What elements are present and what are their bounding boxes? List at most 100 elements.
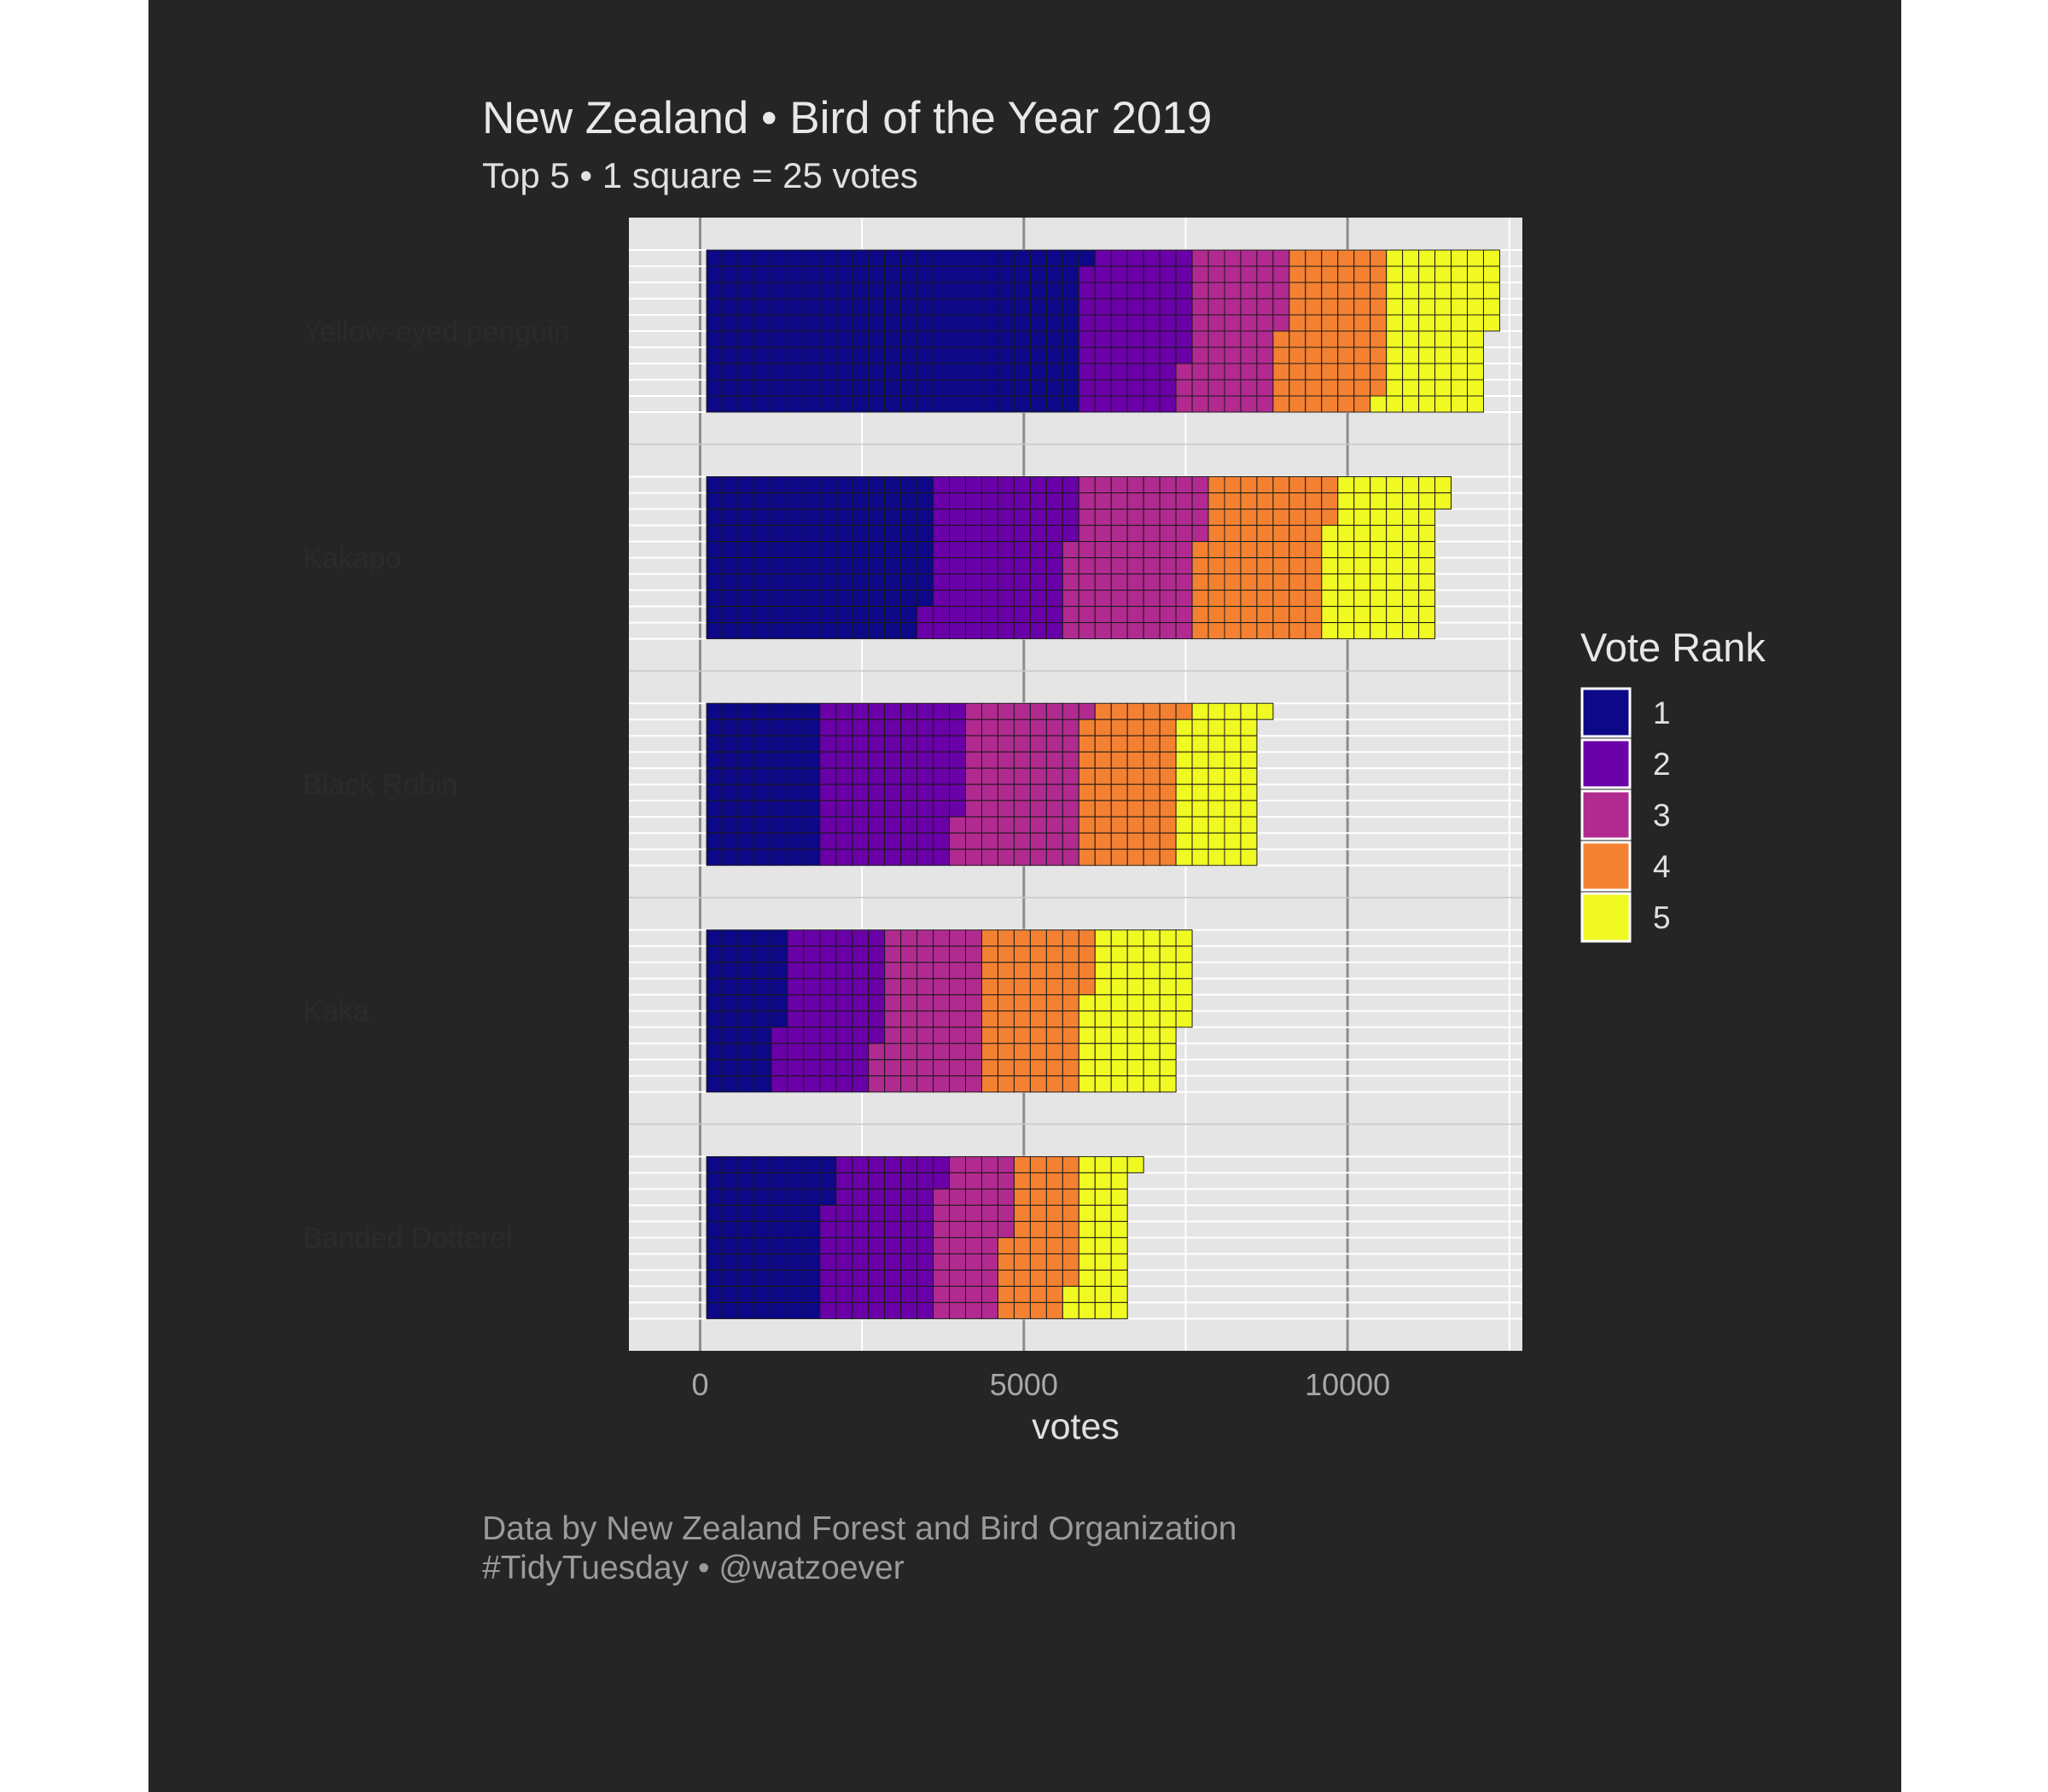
waffle-square-rank-5	[1224, 816, 1242, 834]
waffle-square-rank-5	[1078, 1220, 1096, 1238]
waffle-square-rank-4	[1240, 525, 1258, 543]
waffle-square-rank-1	[868, 346, 886, 364]
waffle-square-rank-3	[1062, 590, 1079, 608]
waffle-square-rank-2	[884, 1220, 902, 1238]
waffle-square-rank-3	[980, 1172, 998, 1190]
waffle-square-rank-5	[1191, 832, 1209, 850]
waffle-square-rank-2	[884, 719, 902, 736]
waffle-square-rank-1	[706, 962, 724, 980]
waffle-square-rank-1	[852, 525, 870, 543]
waffle-square-rank-4	[1045, 1155, 1063, 1173]
waffle-square-rank-2	[868, 1188, 886, 1206]
waffle-square-rank-2	[819, 1236, 837, 1254]
waffle-square-rank-3	[997, 816, 1015, 834]
waffle-square-rank-2	[965, 492, 982, 510]
waffle-square-rank-4	[1321, 282, 1339, 300]
waffle-square-rank-4	[1207, 525, 1225, 543]
waffle-square-rank-1	[738, 962, 756, 980]
waffle-square-rank-1	[754, 541, 772, 559]
waffle-square-rank-4	[980, 962, 998, 980]
waffle-square-rank-4	[997, 1236, 1015, 1254]
waffle-square-rank-1	[722, 1075, 740, 1093]
waffle-square-rank-2	[1159, 265, 1177, 283]
waffle-square-rank-5	[1418, 557, 1436, 575]
waffle-square-rank-5	[1337, 590, 1355, 608]
waffle-square-rank-1	[933, 298, 951, 316]
waffle-square-rank-1	[949, 395, 967, 413]
waffle-square-rank-5	[1110, 1188, 1128, 1206]
waffle-square-rank-3	[1240, 379, 1258, 397]
waffle-square-rank-1	[900, 282, 918, 300]
waffle-square-rank-1	[803, 573, 821, 591]
waffle-square-rank-1	[835, 282, 853, 300]
waffle-square-rank-5	[1240, 832, 1258, 850]
waffle-square-rank-1	[868, 525, 886, 543]
waffle-square-rank-1	[997, 265, 1015, 283]
waffle-square-rank-1	[916, 573, 934, 591]
waffle-square-rank-5	[1143, 945, 1161, 963]
waffle-square-rank-3	[949, 978, 967, 996]
x-tick-label: 0	[691, 1367, 708, 1402]
waffle-square-rank-2	[1045, 541, 1063, 559]
waffle-square-rank-4	[1240, 541, 1258, 559]
waffle-square-rank-2	[1110, 379, 1128, 397]
waffle-square-rank-2	[835, 848, 853, 866]
waffle-square-rank-2	[916, 751, 934, 769]
waffle-square-rank-5	[1321, 573, 1339, 591]
waffle-square-rank-2	[900, 751, 918, 769]
waffle-square-rank-5	[1240, 702, 1258, 720]
waffle-square-rank-5	[1094, 1172, 1112, 1190]
waffle-square-rank-1	[933, 379, 951, 397]
waffle-square-rank-2	[980, 573, 998, 591]
waffle-square-rank-3	[1045, 848, 1063, 866]
waffle-square-rank-4	[1143, 848, 1161, 866]
waffle-square-rank-2	[819, 1253, 837, 1271]
waffle-square-rank-4	[1062, 1059, 1079, 1077]
waffle-square-rank-1	[722, 1285, 740, 1303]
waffle-square-rank-4	[1207, 573, 1225, 591]
waffle-square-rank-3	[1191, 525, 1209, 543]
waffle-square-rank-4	[1256, 509, 1274, 527]
waffle-square-rank-3	[1045, 800, 1063, 817]
waffle-square-rank-3	[980, 1269, 998, 1287]
waffle-square-rank-1	[819, 314, 837, 332]
waffle-square-rank-2	[819, 1059, 837, 1077]
waffle-square-rank-2	[884, 816, 902, 834]
waffle-square-rank-5	[1370, 476, 1388, 494]
waffle-square-rank-1	[868, 282, 886, 300]
waffle-square-rank-2	[819, 978, 837, 996]
waffle-square-rank-5	[1337, 606, 1355, 624]
waffle-square-rank-1	[738, 1285, 756, 1303]
waffle-square-rank-3	[965, 1204, 982, 1222]
waffle-square-rank-5	[1386, 509, 1404, 527]
waffle-square-rank-2	[900, 848, 918, 866]
waffle-square-rank-5	[1224, 767, 1242, 785]
waffle-square-rank-1	[771, 1188, 788, 1206]
waffle-square-rank-1	[884, 492, 902, 510]
waffle-square-rank-5	[1240, 735, 1258, 753]
waffle-square-rank-2	[1159, 282, 1177, 300]
waffle-square-rank-4	[1370, 249, 1388, 267]
waffle-square-rank-4	[1062, 994, 1079, 1012]
waffle-square-rank-3	[1126, 476, 1144, 494]
waffle-square-rank-2	[835, 1075, 853, 1093]
waffle-square-rank-2	[852, 1285, 870, 1303]
waffle-square-rank-2	[1143, 314, 1161, 332]
waffle-square-rank-1	[803, 1188, 821, 1206]
waffle-square-rank-3	[949, 1059, 967, 1077]
waffle-square-rank-4	[980, 994, 998, 1012]
waffle-square-rank-4	[1045, 1188, 1063, 1206]
waffle-square-rank-5	[1224, 783, 1242, 801]
waffle-square-rank-4	[1126, 751, 1144, 769]
waffle-square-rank-1	[771, 298, 788, 316]
waffle-square-rank-2	[1126, 282, 1144, 300]
waffle-square-rank-1	[997, 282, 1015, 300]
waffle-square-rank-4	[1110, 832, 1128, 850]
waffle-square-rank-1	[949, 249, 967, 267]
waffle-square-rank-5	[1110, 1269, 1128, 1287]
waffle-square-rank-2	[835, 832, 853, 850]
waffle-square-rank-2	[1159, 330, 1177, 348]
waffle-square-rank-1	[738, 816, 756, 834]
waffle-square-rank-2	[835, 767, 853, 785]
waffle-square-rank-1	[1062, 379, 1079, 397]
